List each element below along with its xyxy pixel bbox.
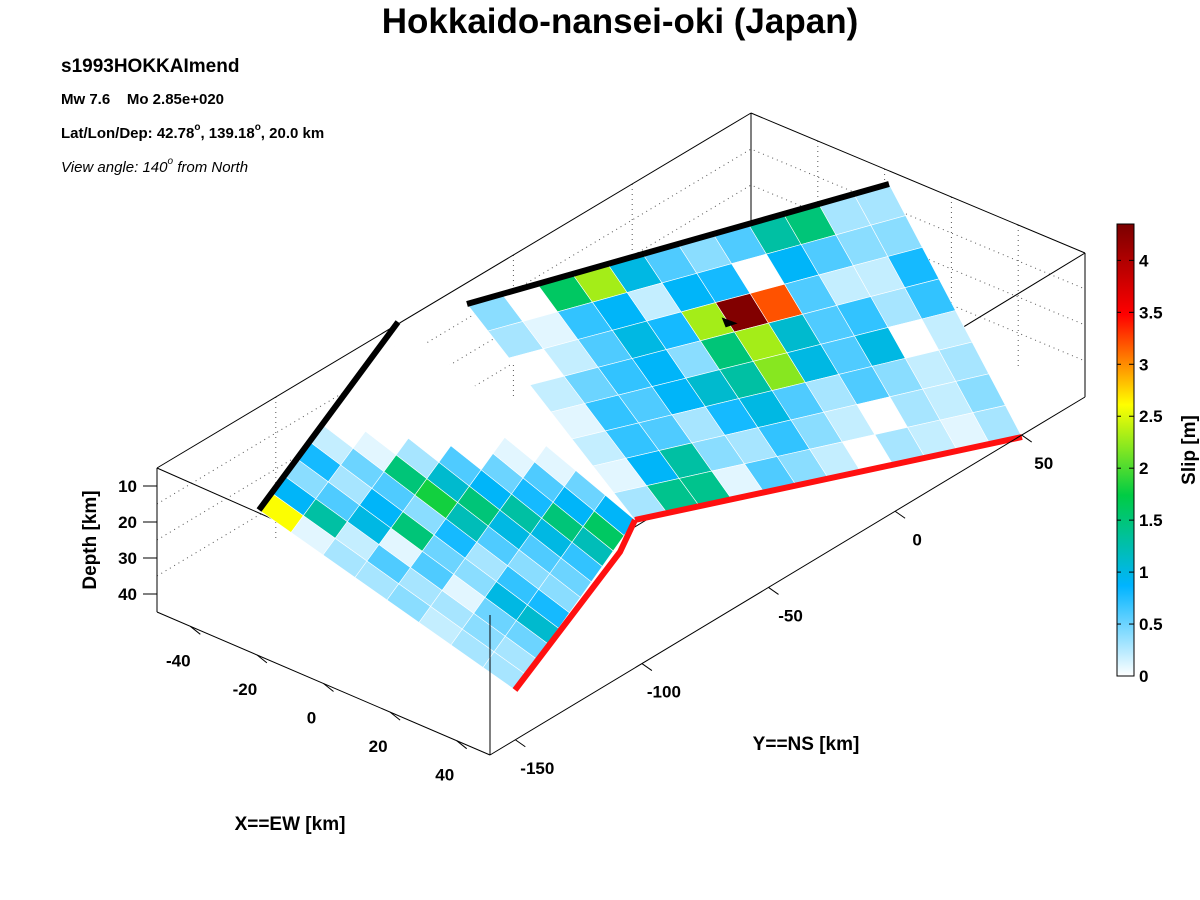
segment-north <box>466 181 1023 523</box>
colorbar: 0 0.5 1 1.5 2 2.5 3 3.5 4 Slip [m] <box>1116 223 1200 686</box>
loc-prefix: Lat/Lon/Dep: 42.78 <box>61 125 195 142</box>
box-edge <box>489 396 1086 756</box>
colorbar-tick-label: 0 <box>1139 667 1148 686</box>
x-tick <box>189 625 201 635</box>
view-suffix: from North <box>173 159 249 176</box>
y-tick <box>768 587 779 595</box>
x-tick-label: -20 <box>233 680 258 699</box>
view-prefix: View angle: 140 <box>61 159 168 176</box>
fault-bottom-edge <box>634 434 1023 523</box>
colorbar-tick-label: 2.5 <box>1139 407 1163 426</box>
z-axis-label: Depth [km] <box>80 490 101 589</box>
x-tick-label: -40 <box>166 651 191 670</box>
y-tick <box>641 663 653 672</box>
z-tick-label: 40 <box>118 585 137 604</box>
segment-south <box>256 320 638 692</box>
degree-mark: o <box>194 122 201 133</box>
colorbar-tick-label: 2 <box>1139 459 1148 478</box>
y-tick <box>515 739 526 748</box>
colorbar-tick-label: 3 <box>1139 355 1148 374</box>
x-axis-label: X==EW [km] <box>235 814 346 835</box>
y-tick-label: -50 <box>778 606 803 625</box>
chart-title: Hokkaido-nansei-oki (Japan) <box>381 2 859 41</box>
view-angle-line: View angle: 140o from North <box>61 156 249 176</box>
event-id: s1993HOKKAImend <box>61 56 240 77</box>
x-tick <box>256 654 268 664</box>
colorbar-tick-label: 1 <box>1139 563 1148 582</box>
y-tick-label: -100 <box>647 683 681 702</box>
magnitude-line: Mw 7.6 Mo 2.85e+020 <box>61 91 224 108</box>
location-line: Lat/Lon/Dep: 42.78o, 139.18o, 20.0 km <box>61 122 325 142</box>
hypocenter-star <box>721 317 738 328</box>
mo-label: Mo 2.85e+020 <box>126 91 225 108</box>
axes: 10 20 30 40 -40 -20 0 20 40 -150 -100 -50 0 50 Depth [… <box>80 434 1053 835</box>
z-tick-label: 20 <box>118 513 137 532</box>
fault-planes <box>256 181 1023 692</box>
degree-mark: o <box>254 122 261 133</box>
colorbar-tick-label: 0.5 <box>1139 615 1163 634</box>
x-tick-label: 20 <box>369 737 388 756</box>
loc-lon: , 139.18 <box>200 125 255 142</box>
y-tick-label: 50 <box>1034 454 1053 473</box>
y-tick-label: -150 <box>520 759 554 778</box>
colorbar-bar <box>1116 223 1135 677</box>
colorbar-tick-label: 1.5 <box>1139 511 1163 530</box>
fault-top-edge <box>256 320 401 512</box>
fault-bottom-edge <box>512 518 638 692</box>
loc-suffix: , 20.0 km <box>260 125 325 142</box>
x-tick <box>323 683 334 692</box>
degree-mark: o <box>167 156 174 167</box>
box-edge <box>156 112 752 469</box>
z-tick-label: 30 <box>118 549 137 568</box>
x-tick-label: 40 <box>435 766 454 785</box>
x-tick <box>389 711 401 721</box>
mw-label: Mw 7.6 <box>61 91 111 108</box>
box-edge <box>750 112 1086 254</box>
x-tick-label: 0 <box>307 709 316 728</box>
fault-top-edge <box>466 181 890 307</box>
y-tick <box>894 510 906 519</box>
colorbar-tick-label: 4 <box>1139 251 1149 270</box>
colorbar-tick-label: 3.5 <box>1139 303 1163 322</box>
z-tick-label: 10 <box>118 477 137 496</box>
y-tick-label: 0 <box>912 530 921 549</box>
y-axis-label: Y==NS [km] <box>753 734 860 755</box>
colorbar-label: Slip [m] <box>1179 415 1200 485</box>
x-tick <box>456 740 468 750</box>
y-tick <box>1021 434 1032 443</box>
